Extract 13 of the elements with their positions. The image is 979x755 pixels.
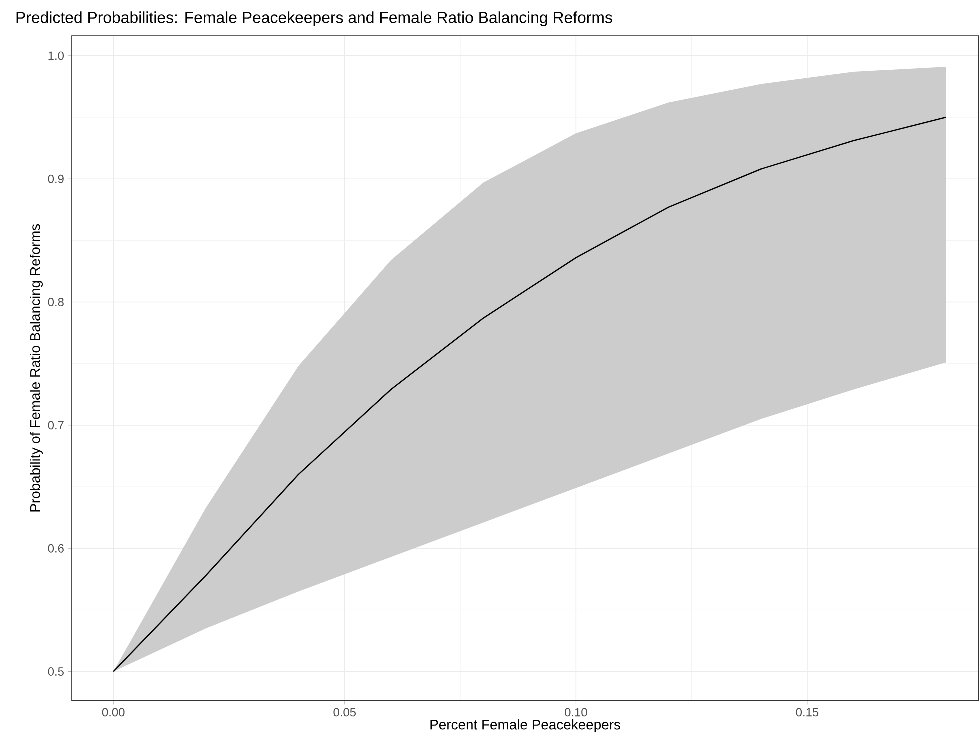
y-tick-label: 0.9 [48,175,64,184]
y-tick-label: 0.5 [48,668,64,676]
x-axis-title: Percent Female Peacekeepers [430,720,620,733]
x-tick-label: 0.15 [796,708,819,717]
y-tick-label: 0.8 [48,298,64,307]
y-tick-label: 1.0 [48,52,64,60]
chart-title: Predicted Probabilities: Female Peacekeepers and Female Ratio Balancing Reforms [16,12,612,27]
x-tick-label: 0.00 [102,708,125,717]
x-tick-label: 0.10 [565,708,588,717]
y-tick-label: 0.6 [48,544,64,553]
x-tick-label: 0.05 [334,708,356,717]
y-tick-label: 0.7 [48,421,64,430]
y-axis-title: Probability of Female Ratio Balancing Reforms [30,224,43,512]
